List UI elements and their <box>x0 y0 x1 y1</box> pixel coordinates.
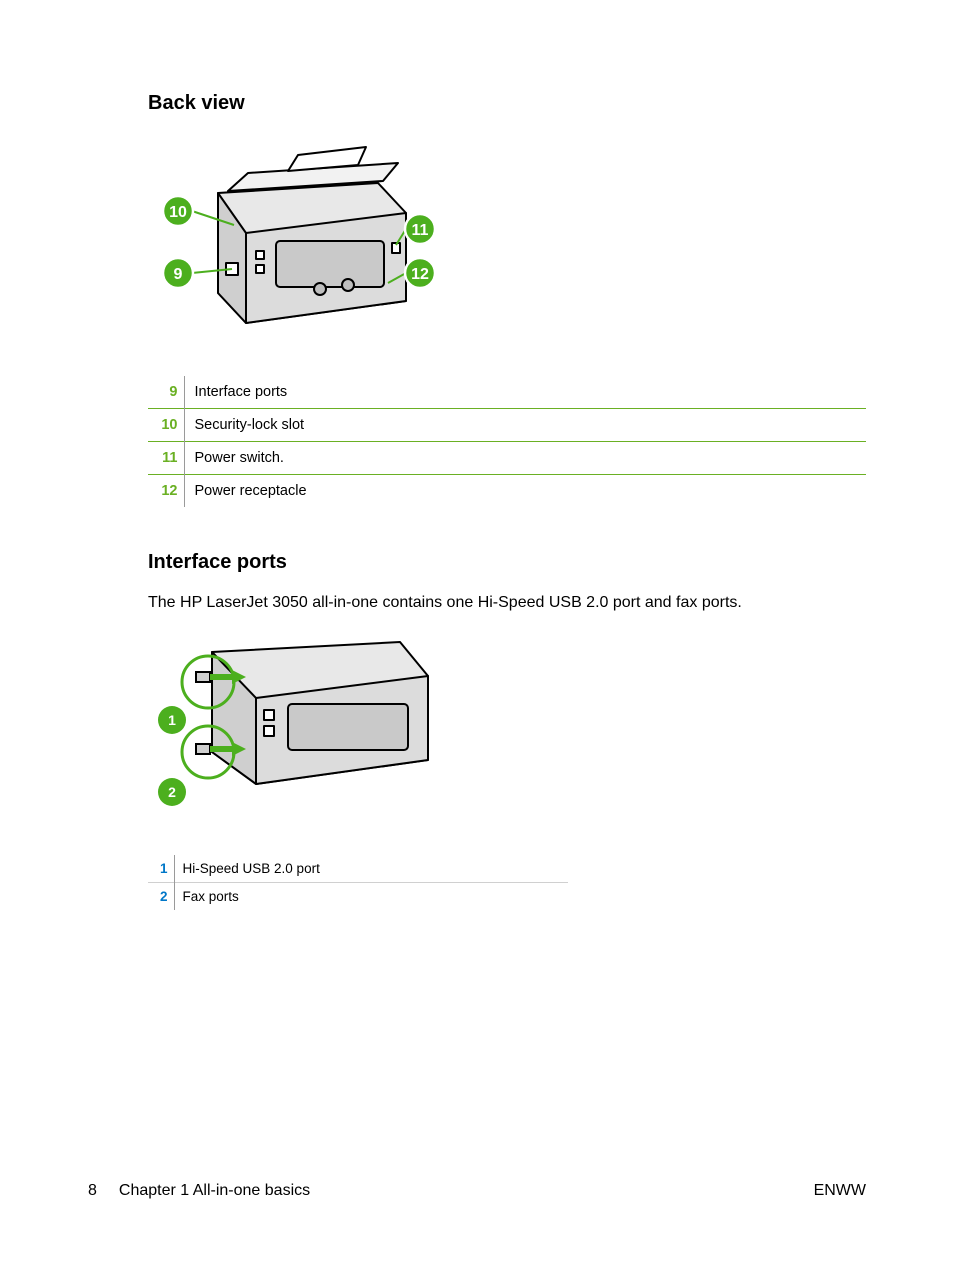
back-view-table: 9 Interface ports 10 Security-lock slot … <box>148 376 866 507</box>
svg-text:10: 10 <box>169 204 187 221</box>
callout-11: 11 <box>405 214 435 244</box>
callout-number: 10 <box>148 409 184 442</box>
callout-number: 12 <box>148 475 184 508</box>
back-view-figure: 10 9 11 12 <box>148 133 866 348</box>
table-row: 1 Hi-Speed USB 2.0 port <box>148 855 568 883</box>
table-row: 2 Fax ports <box>148 883 568 911</box>
interface-ports-heading: Interface ports <box>148 551 866 574</box>
callout-number: 9 <box>148 376 184 409</box>
printer-back-illustration: 10 9 11 12 <box>148 133 448 343</box>
chapter-label: Chapter 1 All-in-one basics <box>119 1182 310 1200</box>
callout-desc: Power switch. <box>184 442 866 475</box>
page-footer: 8 Chapter 1 All-in-one basics ENWW <box>0 1182 954 1200</box>
svg-text:9: 9 <box>174 266 183 283</box>
interface-ports-figure: 1 2 <box>148 632 866 827</box>
manual-page: Back view <box>0 0 954 1270</box>
callout-desc: Security-lock slot <box>184 409 866 442</box>
callout-9: 9 <box>163 258 193 288</box>
table-row: 9 Interface ports <box>148 376 866 409</box>
callout-10: 10 <box>163 196 193 226</box>
callout-number: 1 <box>148 855 174 883</box>
svg-text:11: 11 <box>412 222 429 239</box>
page-number: 8 <box>88 1182 97 1200</box>
callout-number: 11 <box>148 442 184 475</box>
svg-text:1: 1 <box>168 712 176 728</box>
callout-2: 2 <box>158 778 186 806</box>
callout-desc: Hi-Speed USB 2.0 port <box>174 855 568 883</box>
svg-text:12: 12 <box>411 266 429 283</box>
callout-1: 1 <box>158 706 186 734</box>
svg-text:2: 2 <box>168 784 176 800</box>
callout-desc: Fax ports <box>174 883 568 911</box>
back-view-heading: Back view <box>148 92 866 115</box>
table-row: 10 Security-lock slot <box>148 409 866 442</box>
callout-12: 12 <box>405 258 435 288</box>
footer-right: ENWW <box>814 1182 866 1200</box>
callout-desc: Power receptacle <box>184 475 866 508</box>
table-row: 11 Power switch. <box>148 442 866 475</box>
printer-ports-illustration: 1 2 <box>148 632 448 822</box>
table-row: 12 Power receptacle <box>148 475 866 508</box>
callout-number: 2 <box>148 883 174 911</box>
interface-ports-body: The HP LaserJet 3050 all-in-one contains… <box>148 592 866 614</box>
interface-ports-table: 1 Hi-Speed USB 2.0 port 2 Fax ports <box>148 855 568 910</box>
callout-desc: Interface ports <box>184 376 866 409</box>
